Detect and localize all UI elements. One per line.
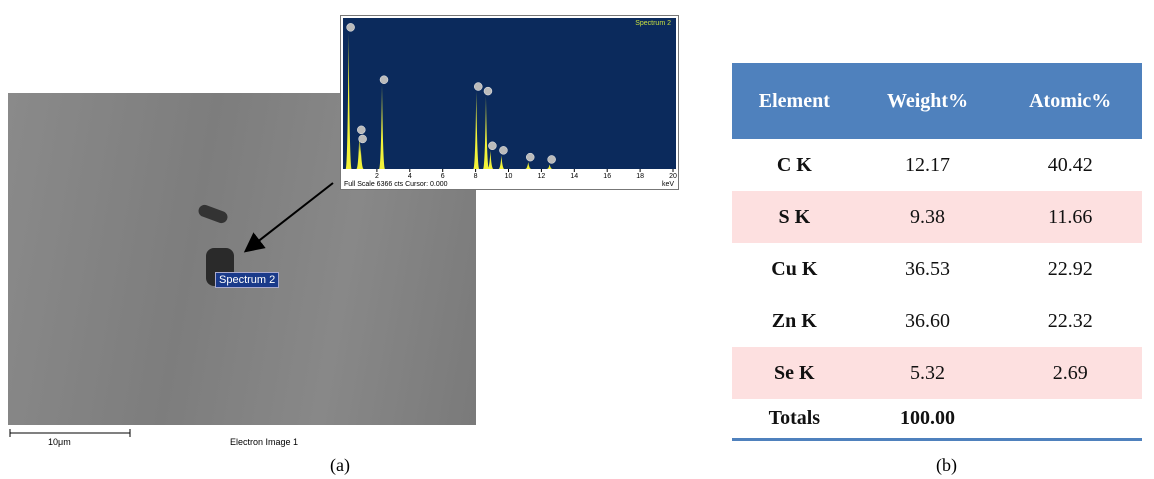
image-caption: Electron Image 1 <box>230 437 298 447</box>
peak-tag <box>359 135 367 143</box>
header-cell: Atomic% <box>998 63 1142 139</box>
cell: Zn K <box>732 295 857 347</box>
spectrum-title: Spectrum 2 <box>635 20 671 27</box>
x-tick-label: 20 <box>669 173 677 180</box>
plot-bg <box>343 18 676 169</box>
peak-tag <box>347 23 355 31</box>
peak-tag <box>474 83 482 91</box>
cell: C K <box>732 139 857 191</box>
cell: 36.53 <box>857 243 999 295</box>
x-unit: keV <box>662 181 674 188</box>
peak-tag <box>526 153 534 161</box>
cell: Se K <box>732 347 857 399</box>
cell: 40.42 <box>998 139 1142 191</box>
cell: 36.60 <box>857 295 999 347</box>
cell: 2.69 <box>998 347 1142 399</box>
cell: Totals <box>732 399 857 440</box>
x-tick-label: 8 <box>474 173 478 180</box>
cell <box>998 399 1142 440</box>
x-tick-label: 10 <box>505 173 513 180</box>
header-cell: Weight% <box>857 63 999 139</box>
x-tick-label: 4 <box>408 173 412 180</box>
peak-tag <box>357 126 365 134</box>
cell: 11.66 <box>998 191 1142 243</box>
cell: 22.92 <box>998 243 1142 295</box>
arrow <box>247 183 333 250</box>
x-tick-label: 2 <box>375 173 379 180</box>
peak-tag <box>380 76 388 84</box>
page: Spectrum 2 10μm Electron Image 1 (a) (b)… <box>0 0 1154 479</box>
cell: 100.00 <box>857 399 999 440</box>
cell: Cu K <box>732 243 857 295</box>
x-tick-label: 18 <box>636 173 644 180</box>
peak-tag <box>548 155 556 163</box>
cell: 5.32 <box>857 347 999 399</box>
cell: 22.32 <box>998 295 1142 347</box>
x-tick-label: 14 <box>570 173 578 180</box>
x-tick-label: 12 <box>538 173 546 180</box>
spectrum-footer: Full Scale 6366 cts Cursor: 0.000 <box>344 181 448 188</box>
spectrum: Spectrum 2 Full Scale 6366 cts Cursor: 0… <box>340 15 679 190</box>
panel-label: (a) <box>330 455 350 476</box>
x-tick-label: 6 <box>441 173 445 180</box>
x-tick-label: 16 <box>603 173 611 180</box>
peak-tag <box>484 87 492 95</box>
panel-label: (b) <box>936 455 957 476</box>
header-cell: Element <box>732 63 857 139</box>
cell: S K <box>732 191 857 243</box>
peak-tag <box>499 146 507 154</box>
cell: 12.17 <box>857 139 999 191</box>
cell: 9.38 <box>857 191 999 243</box>
scale-label: 10μm <box>48 437 71 447</box>
peak-tag <box>488 142 496 150</box>
